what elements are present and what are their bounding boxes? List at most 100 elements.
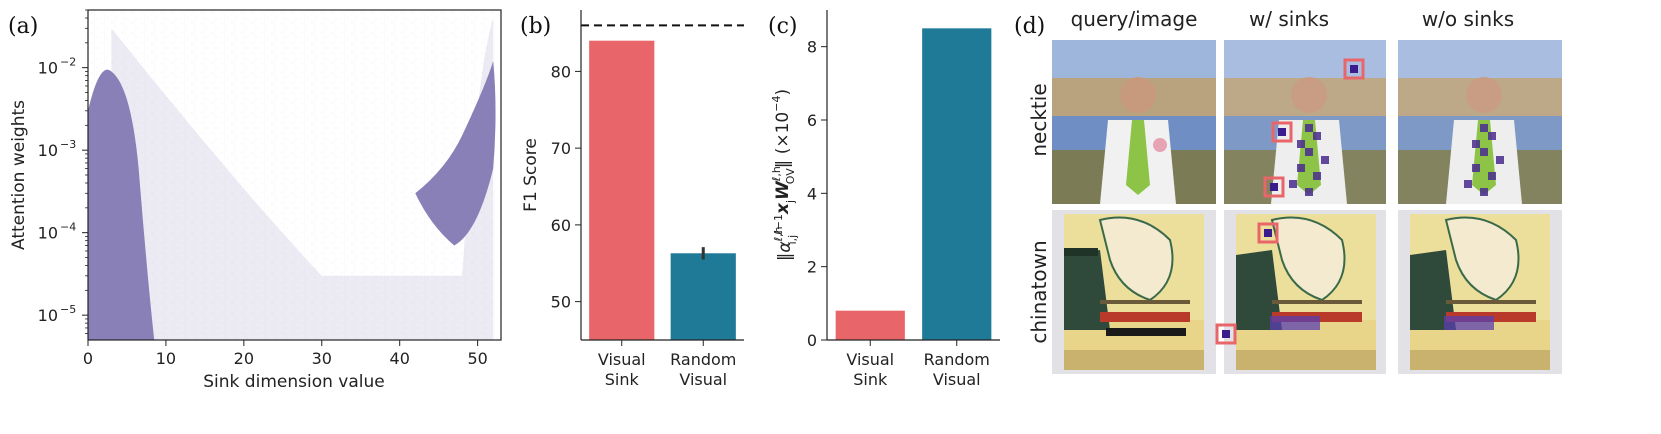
x-tick-label: Visual — [598, 350, 646, 369]
column-title-without-sinks: w/o sinks — [1422, 7, 1514, 31]
ylabel-sub-1: i,j — [786, 235, 799, 245]
panel-d: (d) query/image w/ sinks w/o sinks neckt… — [1014, 7, 1562, 374]
dense-region-high — [415, 61, 496, 246]
y-tick-label: 10 — [38, 224, 58, 243]
column-title-with-sinks: w/ sinks — [1249, 7, 1329, 31]
x-tick-label: 10 — [156, 349, 176, 368]
x-tick-label: 40 — [390, 349, 410, 368]
y-tick-label: 6 — [807, 111, 817, 130]
attention-overlay — [1270, 316, 1320, 330]
x-axis-ticks-a: 0 10 20 30 40 50 — [83, 340, 488, 368]
ylabel-exp: −4 — [770, 96, 783, 112]
y-tick-label: 10 — [38, 59, 58, 78]
y-axis-label-a: Attention weights — [9, 100, 29, 250]
x-tick-label: Random — [924, 350, 990, 369]
scatter-dense-regions — [88, 61, 496, 340]
sink-marker-box — [1263, 176, 1285, 198]
y-tick-label: 10 — [38, 306, 58, 325]
y-axis-ticks-c: 0 2 4 6 8 — [807, 38, 827, 350]
image-chinatown-without-sinks — [1398, 210, 1562, 374]
sink-marker-fill — [1222, 330, 1230, 338]
panel-label-b: (b) — [520, 14, 551, 39]
y-tick-exponent: −3 — [60, 138, 76, 151]
bars-c — [835, 28, 992, 340]
image-necktie-with-sinks — [1224, 40, 1386, 204]
y-tick-label: 8 — [807, 38, 817, 57]
y-tick-exponent: −5 — [60, 303, 76, 316]
y-axis-ticks-b: 50 60 70 80 — [551, 62, 581, 312]
y-tick-label: 80 — [551, 62, 571, 81]
bar — [835, 310, 905, 340]
y-axis-ticks-a: 10−210−310−410−5 — [38, 9, 88, 334]
ylabel-w: W — [773, 180, 793, 200]
y-tick-label: 0 — [807, 331, 817, 350]
sink-marker-box — [1271, 121, 1293, 143]
y-tick-label: 70 — [551, 139, 571, 158]
x-tick-label: 50 — [467, 349, 487, 368]
image-necktie-query — [1052, 40, 1216, 204]
ylabel-sup-1: ℓ,h — [772, 226, 785, 242]
attention-overlay — [1464, 124, 1504, 196]
ylabel-sup-3: ℓ,h — [770, 166, 783, 182]
row-label-chinatown: chinatown — [1027, 240, 1051, 343]
panel-label-d: (d) — [1014, 14, 1045, 39]
y-tick-label: 2 — [807, 258, 817, 277]
sink-marker-fill — [1264, 229, 1272, 237]
column-title-query: query/image — [1071, 7, 1198, 31]
x-tick-label: Sink — [853, 370, 888, 389]
image-necktie-without-sinks — [1398, 40, 1562, 204]
y-tick-exponent: −4 — [60, 221, 76, 234]
attention-overlay — [1444, 316, 1494, 330]
sink-marker-box — [1257, 222, 1279, 244]
image-chinatown-query — [1052, 210, 1216, 374]
scatter-cloud — [111, 17, 494, 340]
x-tick-label: Sink — [605, 370, 640, 389]
ylabel-sub-2: j — [784, 200, 797, 204]
scatter-haze — [88, 10, 501, 340]
y-tick-exponent: −2 — [60, 56, 76, 69]
panel-label-a: (a) — [8, 14, 38, 39]
y-tick-label: 10 — [38, 141, 58, 160]
bar — [922, 28, 992, 340]
x-tick-label: 0 — [83, 349, 93, 368]
sink-marker-box — [1343, 58, 1365, 80]
x-tick-label: Visual — [933, 370, 981, 389]
scatter-background — [88, 10, 501, 340]
bar — [670, 253, 736, 340]
ylabel-sub-3: OV — [784, 168, 797, 184]
sink-marker-box — [1215, 323, 1237, 345]
y-axis-label-c: ‖αℓ,hi,jℓ−1xjWℓ,hOV‖ (×10−4) — [770, 89, 799, 261]
sink-marker-fill — [1278, 128, 1286, 136]
ylabel-alpha: α — [775, 241, 795, 252]
x-tick-label: 30 — [312, 349, 332, 368]
dense-region-low — [88, 69, 155, 340]
panel-label-c: (c) — [768, 14, 798, 39]
y-tick-label: 4 — [807, 184, 817, 203]
ylabel-norm-close: ‖ (×10 — [773, 112, 793, 168]
ylabel-paren: ) — [773, 89, 793, 96]
x-tick-label: Visual — [846, 350, 894, 369]
y-tick-label: 60 — [551, 216, 571, 235]
attention-overlay — [1289, 124, 1329, 196]
x-tick-label: Random — [670, 350, 736, 369]
y-axis-label-b: F1 Score — [521, 138, 541, 212]
ylabel-x: x — [773, 202, 793, 215]
ylabel-norm-open: ‖ — [775, 253, 795, 262]
bar — [589, 40, 655, 341]
panel-a: (a) 0 10 20 30 40 50 10−210−310−410−5 Sink di… — [8, 9, 502, 392]
x-tick-label: 20 — [234, 349, 254, 368]
sink-marker-fill — [1350, 65, 1358, 73]
y-tick-label: 50 — [551, 293, 571, 312]
row-label-necktie: necktie — [1027, 83, 1051, 156]
sink-marker-fill — [1270, 183, 1278, 191]
ylabel-sup-2: ℓ−1 — [772, 214, 785, 236]
x-tick-label: Visual — [679, 370, 727, 389]
image-chinatown-with-sinks — [1215, 210, 1386, 374]
x-axis-label-a: Sink dimension value — [203, 372, 384, 392]
bars-b — [581, 24, 744, 341]
